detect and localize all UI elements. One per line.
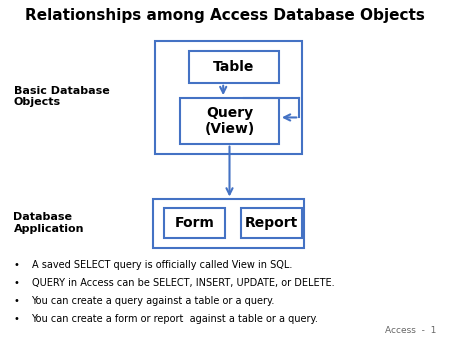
Text: QUERY in Access can be SELECT, INSERT, UPDATE, or DELETE.: QUERY in Access can be SELECT, INSERT, U… <box>32 278 334 288</box>
Bar <box>189 51 279 83</box>
Bar <box>241 208 302 238</box>
Text: Basic Database
Objects: Basic Database Objects <box>14 86 109 107</box>
Text: A saved SELECT query is officially called View in SQL.: A saved SELECT query is officially calle… <box>32 260 292 270</box>
Bar <box>164 208 225 238</box>
Bar <box>153 199 304 248</box>
Text: •: • <box>14 278 19 288</box>
Text: •: • <box>14 314 19 324</box>
Text: Query
(View): Query (View) <box>204 106 255 136</box>
Text: •: • <box>14 260 19 270</box>
Text: You can create a form or report  against a table or a query.: You can create a form or report against … <box>32 314 319 324</box>
Bar <box>180 98 279 144</box>
Text: You can create a query against a table or a query.: You can create a query against a table o… <box>32 296 275 306</box>
Bar <box>155 41 302 154</box>
Text: •: • <box>14 296 19 306</box>
Text: Form: Form <box>175 216 215 230</box>
Text: Report: Report <box>244 216 298 230</box>
Text: Relationships among Access Database Objects: Relationships among Access Database Obje… <box>25 8 425 23</box>
Text: Access  -  1: Access - 1 <box>385 325 436 335</box>
Text: Table: Table <box>213 60 255 74</box>
Text: Database
Application: Database Application <box>14 212 84 234</box>
